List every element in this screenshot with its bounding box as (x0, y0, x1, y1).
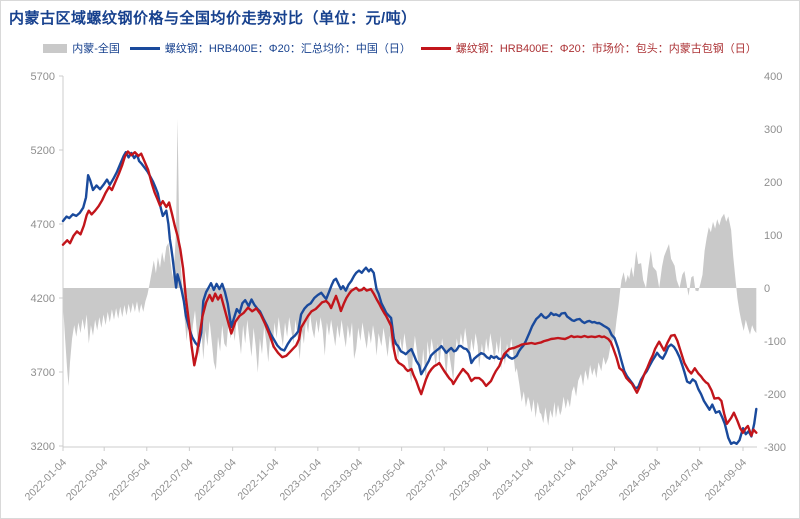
x-axis-label: 2023-11-04 (490, 457, 536, 503)
right-axis-label: 400 (764, 71, 782, 83)
legend-item-diff: 内蒙-全国 (43, 40, 120, 56)
line-swatch-icon (420, 46, 451, 50)
baotou-price-line-series (61, 150, 758, 437)
chart-title: 内蒙古区域螺纹钢价格与全国均价走势对比（单位：元/吨） (9, 10, 417, 27)
legend-item-baotou-price: 螺纹钢：HRB400E：Φ20：市场价：包头：内蒙古包钢（日） (420, 40, 757, 56)
x-axis-label: 2022-03-04 (64, 457, 111, 504)
x-axis-label: 2022-05-04 (106, 457, 153, 504)
legend-label: 螺纹钢：HRB400E：Φ20：市场价：包头：内蒙古包钢（日） (455, 43, 757, 55)
right-axis-label: 200 (764, 177, 782, 189)
left-axis-label: 4700 (31, 219, 55, 231)
left-axis-label: 3700 (31, 367, 55, 379)
right-axis-label: -300 (764, 442, 786, 454)
difference-area-series (63, 118, 757, 426)
x-axis-label: 2024-01-04 (532, 457, 579, 504)
x-axis-ticks: 2022-01-042022-03-042022-05-042022-07-04… (23, 447, 750, 504)
x-axis-label: 2022-09-04 (192, 457, 239, 504)
right-axis-ticks: 400 300 200 100 0 -100 -200 -300 (764, 71, 786, 454)
legend-label: 内蒙-全国 (72, 43, 120, 55)
x-axis-label: 2024-03-04 (574, 457, 621, 504)
legend: 内蒙-全国 螺纹钢：HRB400E：Φ20：汇总均价：中国（日） 螺纹钢：HRB… (1, 38, 799, 58)
axes (62, 76, 757, 448)
x-axis-label: 2023-05-04 (361, 457, 408, 504)
legend-label: 螺纹钢：HRB400E：Φ20：汇总均价：中国（日） (164, 43, 411, 55)
area-swatch-icon (43, 43, 68, 53)
right-axis-label: 0 (764, 283, 770, 295)
x-axis-label: 2023-03-04 (319, 457, 366, 504)
left-axis-ticks: 5700 5200 4700 4200 3700 3200 (31, 71, 63, 453)
x-axis-label: 2023-09-04 (447, 457, 494, 504)
national-average-line-series (61, 150, 758, 445)
x-axis-label: 2022-07-04 (149, 457, 196, 504)
x-axis-label: 2023-07-04 (404, 457, 451, 504)
right-axis-label: 300 (764, 124, 782, 136)
left-axis-label: 3200 (31, 441, 55, 453)
x-axis-label: 2024-05-04 (617, 457, 664, 504)
x-axis-label: 2024-09-04 (703, 457, 750, 504)
right-axis-label: 100 (764, 230, 782, 242)
x-axis-label: 2024-07-04 (659, 457, 706, 504)
x-axis-label: 2022-01-04 (23, 457, 70, 504)
left-axis-label: 5200 (31, 145, 55, 157)
x-axis-label: 2022-11-04 (235, 457, 281, 503)
x-axis-label: 2023-01-04 (277, 457, 324, 504)
line-swatch-icon (129, 46, 160, 50)
right-axis-label: -100 (764, 336, 786, 348)
right-axis-label: -200 (764, 389, 786, 401)
legend-item-national-avg: 螺纹钢：HRB400E：Φ20：汇总均价：中国（日） (129, 40, 411, 56)
left-axis-label: 5700 (31, 71, 55, 83)
left-axis-label: 4200 (31, 293, 55, 305)
